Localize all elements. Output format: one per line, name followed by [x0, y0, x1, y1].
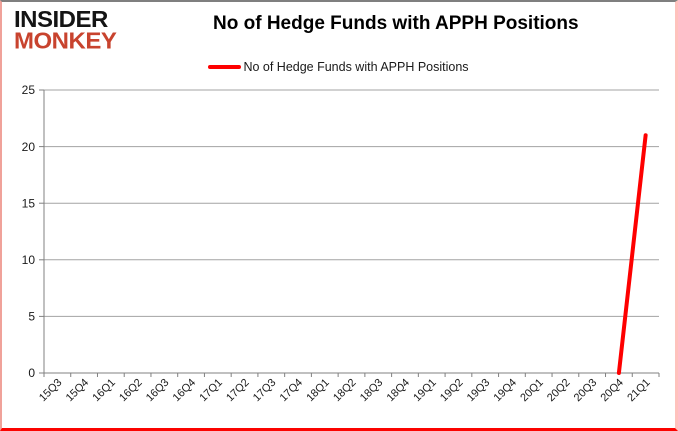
x-tick-label: 19Q4	[492, 377, 520, 405]
y-tick-label: 20	[22, 140, 36, 154]
x-tick-label: 21Q1	[625, 377, 653, 405]
x-tick-label: 19Q3	[465, 377, 493, 405]
chart-title: No of Hedge Funds with APPH Positions	[213, 13, 579, 34]
x-tick-label: 15Q4	[64, 377, 92, 405]
logo-text-insider: INSIDER	[14, 6, 108, 33]
x-axis: 15Q3 15Q4 16Q1 16Q2 16Q3 16Q4 17Q1 17Q2 17Q3 17Q4…	[37, 372, 660, 405]
x-tick-label: 17Q1	[197, 377, 225, 405]
logo-text-monkey: MONKEY	[14, 28, 117, 55]
x-tick-label: 17Q2	[224, 377, 252, 405]
x-tick-label: 19Q1	[411, 377, 439, 405]
x-tick-label: 18Q4	[385, 377, 413, 405]
insider-monkey-logo: INSIDER MONKEY	[14, 6, 117, 55]
legend-line-swatch	[208, 65, 242, 69]
x-tick-label: 20Q1	[518, 377, 546, 405]
y-tick-label: 25	[22, 83, 36, 97]
legend: No of Hedge Funds with APPH Positions	[2, 60, 675, 74]
y-tick-label: 5	[28, 310, 35, 324]
y-tick-label: 15	[22, 196, 36, 210]
x-tick-label: 15Q3	[37, 377, 65, 405]
x-tick-label: 17Q3	[251, 377, 279, 405]
gridlines	[44, 89, 659, 317]
x-tick-label: 20Q2	[545, 377, 573, 405]
x-tick-label: 18Q1	[304, 377, 332, 405]
x-tick-label: 16Q3	[144, 377, 172, 405]
x-tick-label: 18Q2	[331, 377, 359, 405]
legend-label: No of Hedge Funds with APPH Positions	[243, 60, 469, 74]
x-tick-label: 20Q3	[572, 377, 600, 405]
x-tick-label: 20Q4	[598, 377, 626, 405]
y-axis: 0 5 10 15 20 25	[22, 83, 45, 380]
y-tick-label: 0	[28, 366, 35, 380]
x-tick-label: 17Q4	[278, 377, 306, 405]
series-line	[616, 133, 648, 375]
x-tick-label: 16Q4	[171, 377, 199, 405]
x-tick-label: 16Q2	[117, 377, 145, 405]
x-tick-label: 18Q3	[358, 377, 386, 405]
y-tick-label: 10	[22, 253, 36, 267]
x-tick-label: 19Q2	[438, 377, 466, 405]
x-tick-label: 16Q1	[90, 377, 118, 405]
